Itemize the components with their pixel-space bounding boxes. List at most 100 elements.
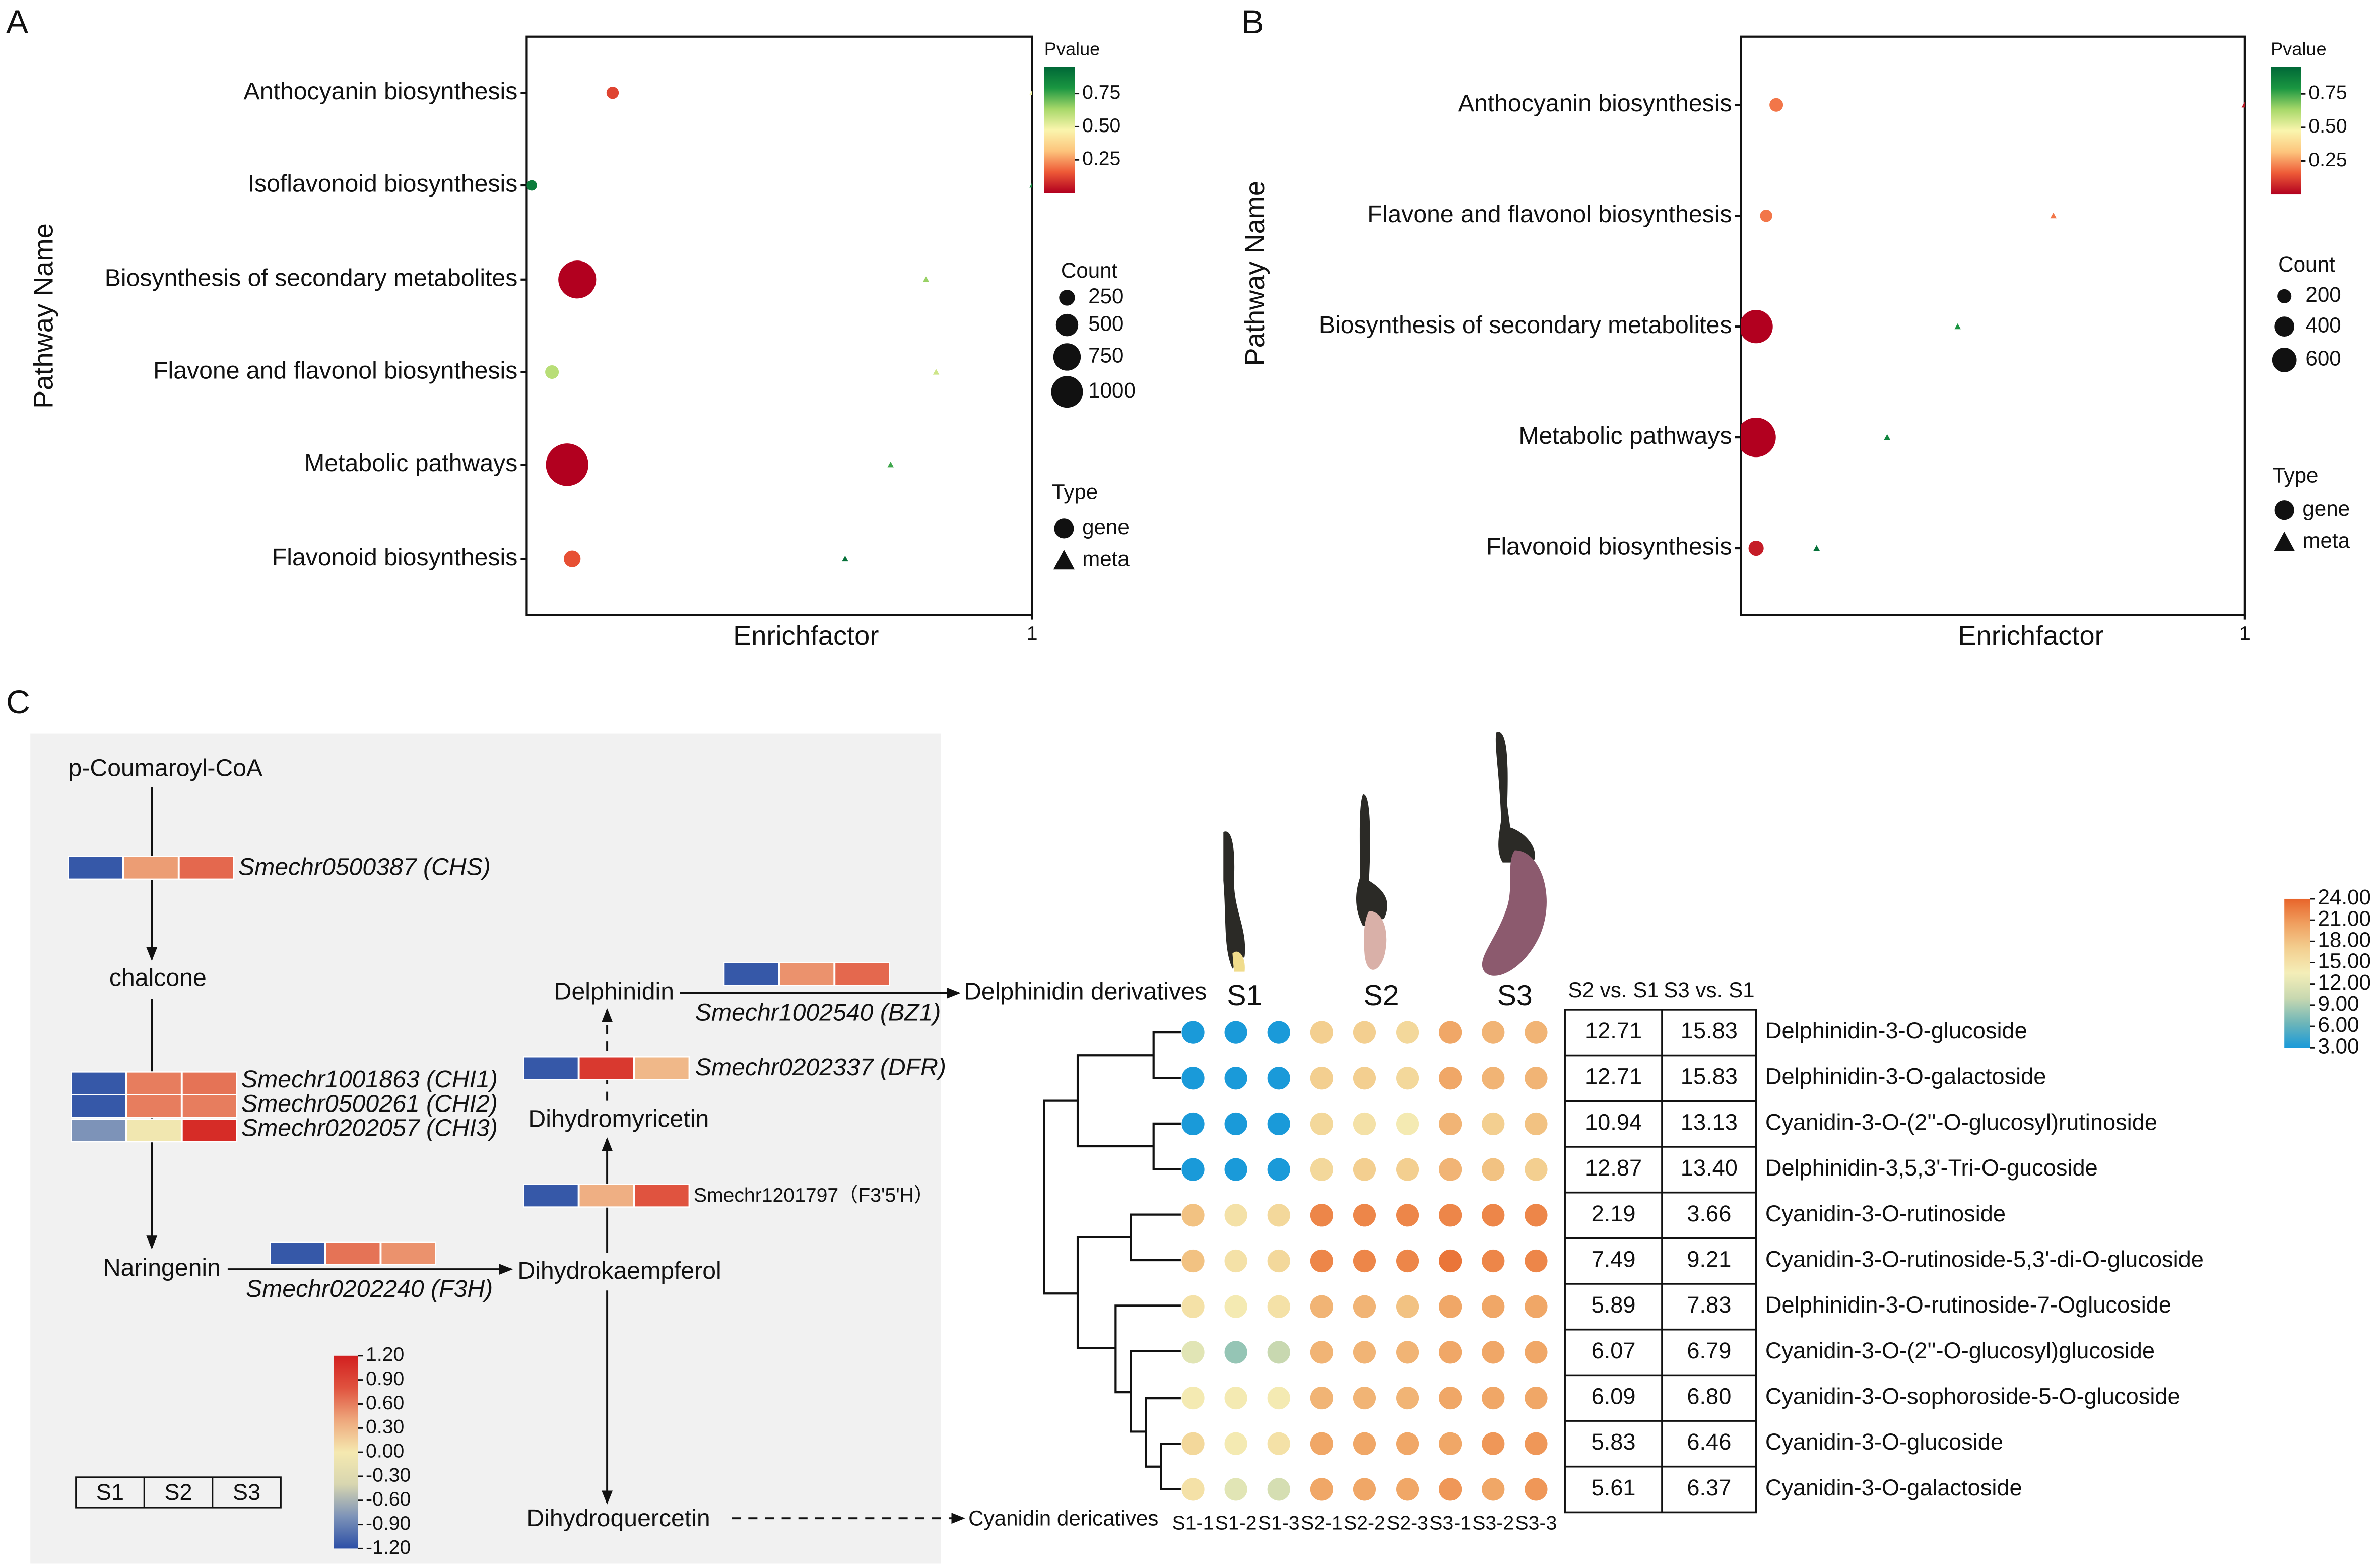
heat-dot <box>1181 1021 1205 1044</box>
heat-dot <box>1267 1295 1290 1318</box>
size-legend-label: 250 <box>1088 284 1123 308</box>
y-axis-title: Pathway Name <box>29 223 59 409</box>
x-tick-label: 1 <box>1027 623 1038 644</box>
table-cell: 2.19 <box>1592 1201 1636 1226</box>
table-cell: 7.49 <box>1592 1246 1636 1272</box>
compound-label: Cyanidin dericatives <box>968 1506 1158 1530</box>
bubble-point <box>1741 310 1773 344</box>
heat-dot <box>1310 1021 1333 1044</box>
heat-dot <box>1224 1021 1247 1044</box>
heat-dot <box>1525 1021 1548 1044</box>
heat-dot <box>1482 1295 1505 1318</box>
heat-dot <box>1353 1067 1376 1090</box>
gene-label: Smechr0500261 (CHI2) <box>241 1090 498 1117</box>
type-legend-label: gene <box>1082 515 1130 539</box>
colorbar-tick-label: -0.90 <box>366 1513 411 1534</box>
y-axis-title: Pathway Name <box>1240 181 1270 366</box>
heat-dot <box>1482 1478 1505 1501</box>
y-tick-label: Isoflavonoid biosynthesis <box>248 170 518 198</box>
heat-dot <box>1439 1295 1462 1318</box>
sample-legend-box <box>75 1476 282 1509</box>
expression-cell <box>523 1184 579 1208</box>
colorbar-tick-label: 0.60 <box>366 1392 404 1414</box>
heat-dot <box>1267 1249 1290 1273</box>
type-legend-title: Type <box>1052 480 1098 504</box>
heat-dot <box>1439 1249 1462 1273</box>
heat-dot <box>1310 1341 1333 1364</box>
colorbar-tick-label: 0.25 <box>2308 149 2347 171</box>
expression-cell <box>634 1184 690 1208</box>
triangle-point <box>1029 90 1032 95</box>
heat-dot <box>1439 1067 1462 1090</box>
heat-dot <box>1439 1021 1462 1044</box>
heat-dot <box>1525 1204 1548 1227</box>
table-cell: 15.83 <box>1681 1018 1738 1043</box>
heat-dot <box>1181 1158 1205 1181</box>
row-label: Cyanidin-3-O-(2''-O-glucosyl)glucoside <box>1765 1338 2155 1363</box>
expression-cell <box>126 1094 182 1119</box>
heat-dot <box>1396 1478 1419 1501</box>
heat-dot <box>1353 1386 1376 1410</box>
table-cell: 5.89 <box>1592 1292 1636 1318</box>
heat-dot <box>1267 1112 1290 1136</box>
triangle-point <box>1884 434 1890 440</box>
heat-dot <box>1224 1341 1247 1364</box>
table-cell: 5.83 <box>1592 1429 1636 1455</box>
colorbar-tick-label: 0.75 <box>1082 82 1120 103</box>
expression-cell <box>723 962 779 986</box>
heat-dot <box>1267 1158 1290 1181</box>
sample-legend-label: S2 <box>164 1479 192 1505</box>
stage-drawings <box>1223 732 1547 976</box>
column-label: S3-2 <box>1472 1513 1514 1534</box>
compound-label: Dihydromyricetin <box>528 1105 709 1133</box>
heat-dot <box>1267 1432 1290 1455</box>
size-legend-key <box>1059 290 1075 306</box>
type-legend-key <box>2274 500 2294 520</box>
heat-dot <box>1396 1295 1419 1318</box>
heat-dot <box>1396 1386 1419 1410</box>
bubble-point <box>1769 98 1783 112</box>
plot-frame <box>1740 35 2246 616</box>
row-label: Cyanidin-3-O-(2''-O-glucosyl)rutinoside <box>1765 1109 2157 1135</box>
heat-dot <box>1181 1112 1205 1136</box>
heat-dot <box>1525 1295 1548 1318</box>
expression-cell <box>181 1094 238 1119</box>
bubble-point <box>558 260 597 299</box>
gene-label: Smechr0202240 (F3H) <box>246 1275 493 1302</box>
expression-cell <box>178 856 235 880</box>
type-legend-title: Type <box>2272 464 2318 487</box>
expression-cell <box>68 856 124 880</box>
bubble-point <box>606 87 619 99</box>
triangle-point <box>1954 323 1961 330</box>
size-legend-key <box>2272 348 2297 372</box>
heat-dot <box>1439 1341 1462 1364</box>
row-label: Delphinidin-3-O-galactoside <box>1765 1064 2046 1089</box>
expression-cell <box>181 1071 238 1095</box>
sample-legend-label: S3 <box>233 1479 260 1505</box>
type-legend-label: meta <box>1082 547 1130 570</box>
heat-dot <box>1439 1432 1462 1455</box>
table-cell: 9.21 <box>1687 1246 1731 1272</box>
heat-dot <box>1181 1478 1205 1501</box>
heat-dot <box>1482 1067 1505 1090</box>
heat-dot <box>1353 1341 1376 1364</box>
plot-frame <box>525 35 1033 616</box>
bubble-point <box>1760 210 1772 222</box>
y-tick-label: Flavonoid biosynthesis <box>272 544 518 571</box>
heat-dot <box>1439 1478 1462 1501</box>
heat-dot <box>1396 1021 1419 1044</box>
triangle-point <box>842 555 848 562</box>
heat-dot <box>1353 1432 1376 1455</box>
colorbar-tick-label: 18.00 <box>2318 928 2371 951</box>
type-legend-key <box>1053 550 1075 570</box>
bubble-point <box>526 180 537 191</box>
size-legend-label: 750 <box>1088 344 1123 367</box>
heat-dot <box>1224 1295 1247 1318</box>
gene-label: Smechr0202337 (DFR) <box>695 1054 946 1081</box>
compound-label: Delphinidin derivatives <box>964 977 1207 1005</box>
heat-dot <box>1224 1386 1247 1410</box>
column-label: S3-1 <box>1429 1513 1471 1534</box>
expression-cell <box>834 962 890 986</box>
colorbar <box>2284 898 2310 1048</box>
